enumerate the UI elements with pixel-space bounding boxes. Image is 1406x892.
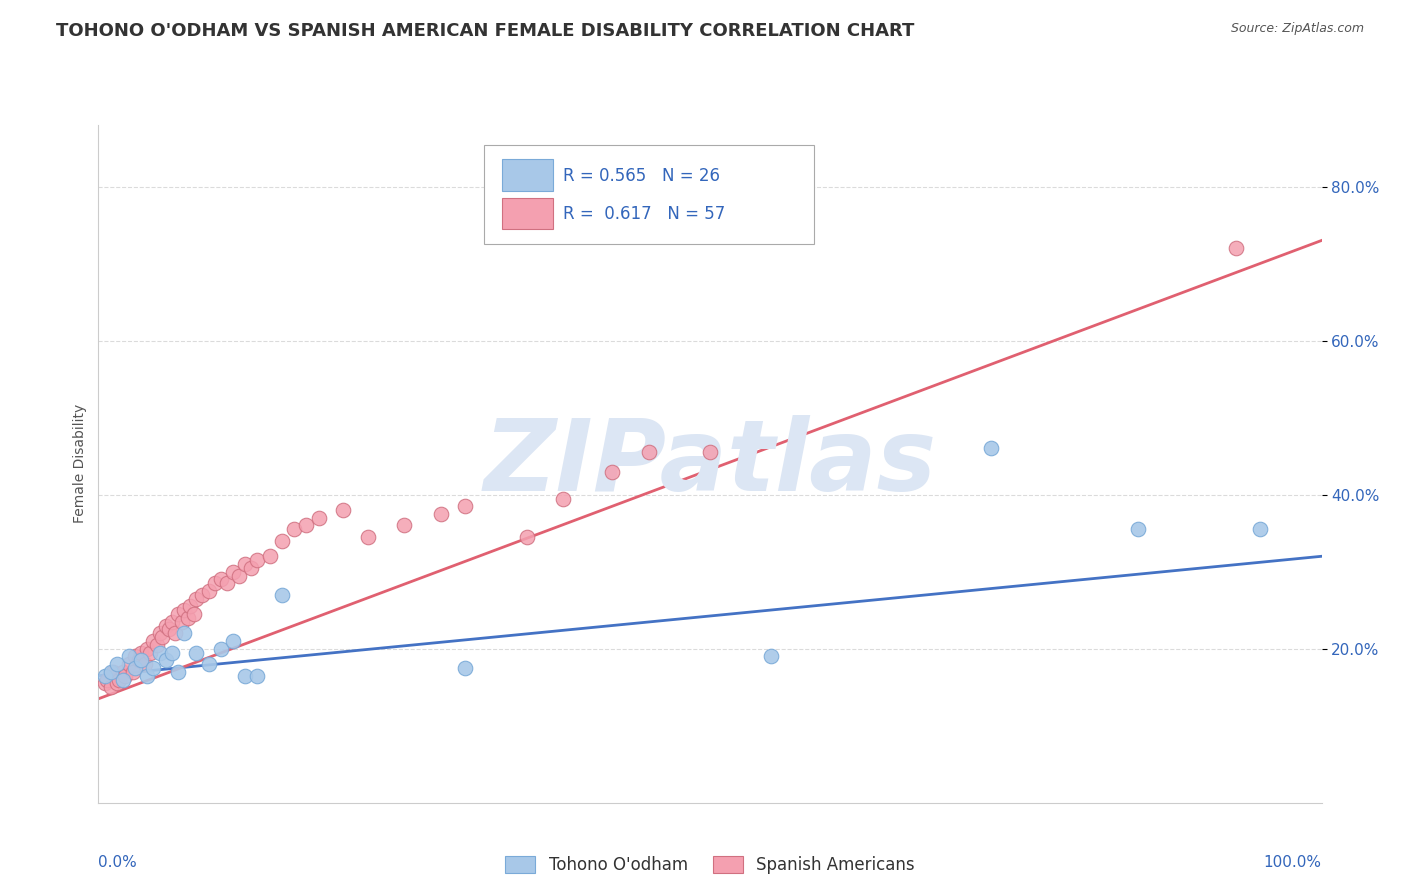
Point	[101, 665, 124, 679]
Point	[155, 618, 177, 632]
Point	[111, 673, 134, 687]
Point	[270, 533, 294, 548]
Y-axis label: Female Disability: Female Disability	[73, 404, 87, 524]
Point	[454, 661, 477, 675]
Point	[114, 669, 136, 683]
Point	[1128, 522, 1150, 536]
Point	[105, 657, 128, 672]
Point	[129, 653, 152, 667]
Point	[150, 630, 173, 644]
Text: R = 0.565   N = 26: R = 0.565 N = 26	[564, 167, 720, 185]
Point	[233, 557, 256, 571]
Text: TOHONO O'ODHAM VS SPANISH AMERICAN FEMALE DISABILITY CORRELATION CHART: TOHONO O'ODHAM VS SPANISH AMERICAN FEMAL…	[56, 22, 915, 40]
Legend: Tohono O'odham, Spanish Americans: Tohono O'odham, Spanish Americans	[496, 847, 924, 882]
Point	[1249, 522, 1271, 536]
Point	[160, 615, 183, 629]
Point	[160, 646, 183, 660]
Point	[134, 657, 156, 672]
Point	[121, 665, 143, 679]
Point	[142, 634, 165, 648]
Point	[246, 669, 269, 683]
Point	[149, 626, 172, 640]
Point	[124, 661, 146, 675]
Point	[157, 623, 180, 637]
Point	[246, 553, 269, 567]
Point	[170, 615, 193, 629]
Point	[259, 549, 281, 564]
Point	[167, 665, 190, 679]
Text: 0.0%: 0.0%	[98, 855, 138, 870]
Point	[149, 646, 172, 660]
Point	[204, 576, 226, 591]
Point	[124, 649, 146, 664]
Point	[173, 626, 195, 640]
Point	[980, 442, 1002, 456]
Text: R =  0.617   N = 57: R = 0.617 N = 57	[564, 205, 725, 223]
Point	[197, 583, 219, 598]
Point	[139, 646, 162, 660]
Point	[128, 653, 150, 667]
Point	[308, 510, 330, 524]
Point	[515, 530, 537, 544]
FancyBboxPatch shape	[484, 145, 814, 244]
Point	[173, 603, 195, 617]
Point	[146, 638, 169, 652]
Text: Source: ZipAtlas.com: Source: ZipAtlas.com	[1230, 22, 1364, 36]
Point	[129, 646, 152, 660]
Point	[600, 465, 623, 479]
Point	[215, 576, 238, 591]
Point	[118, 657, 141, 672]
Point	[108, 673, 131, 687]
Point	[93, 676, 115, 690]
Point	[100, 665, 122, 679]
Point	[96, 673, 118, 687]
Point	[142, 661, 165, 675]
Point	[93, 669, 115, 683]
Point	[186, 591, 208, 606]
FancyBboxPatch shape	[502, 160, 554, 191]
Point	[191, 588, 214, 602]
Point	[761, 649, 783, 664]
Point	[392, 518, 416, 533]
Point	[100, 680, 122, 694]
Point	[209, 573, 232, 587]
Point	[430, 507, 453, 521]
Point	[167, 607, 190, 621]
Point	[233, 669, 256, 683]
Point	[637, 445, 661, 459]
Point	[240, 561, 263, 575]
Point	[155, 653, 177, 667]
Point	[179, 599, 201, 614]
Point	[454, 500, 477, 514]
Text: ZIPatlas: ZIPatlas	[484, 416, 936, 512]
Point	[356, 530, 378, 544]
FancyBboxPatch shape	[502, 198, 554, 229]
Point	[209, 641, 232, 656]
Point	[553, 491, 575, 506]
Point	[295, 518, 318, 533]
Text: 100.0%: 100.0%	[1264, 855, 1322, 870]
Point	[136, 669, 159, 683]
Point	[228, 568, 250, 582]
Point	[332, 503, 354, 517]
Point	[283, 522, 305, 536]
Point	[197, 657, 219, 672]
Point	[699, 445, 721, 459]
Point	[222, 565, 245, 579]
Point	[183, 607, 205, 621]
Point	[136, 641, 159, 656]
Point	[118, 649, 141, 664]
Point	[177, 611, 200, 625]
Point	[186, 646, 208, 660]
Point	[105, 676, 128, 690]
Point	[1225, 241, 1247, 255]
Point	[222, 634, 245, 648]
Point	[111, 665, 134, 679]
Point	[270, 588, 294, 602]
Point	[165, 626, 187, 640]
